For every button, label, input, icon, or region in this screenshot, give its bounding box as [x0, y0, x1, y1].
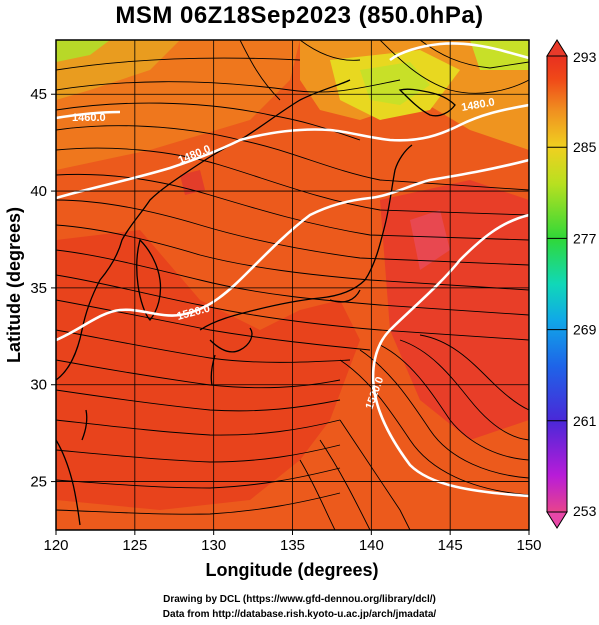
x-tick-label: 125	[122, 537, 147, 554]
colorbar-min-arrow	[546, 511, 568, 529]
x-axis-label: Longitude (degrees)	[205, 560, 378, 580]
longitude-axis: 120 125 130 135 140 145 150	[43, 530, 542, 554]
colorbar-label: 277	[573, 230, 597, 246]
y-axis-label: Latitude (degrees)	[4, 207, 24, 363]
y-tick-label: 30	[30, 377, 47, 394]
y-tick-label: 35	[30, 280, 47, 297]
colorbar-max-arrow	[546, 39, 568, 57]
y-tick-label: 40	[30, 183, 47, 200]
credit-data: Data from http://database.rish.kyoto-u.a…	[162, 609, 437, 620]
x-tick-label: 120	[43, 537, 68, 554]
colorbar-label: 269	[573, 322, 597, 338]
colorbar-label: 261	[573, 413, 597, 429]
latitude-axis: 25 30 35 40 45	[30, 86, 56, 491]
x-tick-label: 150	[516, 537, 541, 554]
coastlines	[56, 79, 456, 526]
x-tick-label: 135	[280, 537, 305, 554]
y-tick-label: 25	[30, 474, 47, 491]
chart-title: MSM 06Z18Sep2023 (850.0hPa)	[115, 2, 484, 29]
x-tick-label: 145	[438, 537, 463, 554]
colorbar-label: 253	[573, 503, 597, 519]
credit-drawing: Drawing by DCL (https://www.gfd-dennou.o…	[163, 594, 436, 605]
contour-label: 1460.0	[72, 112, 106, 124]
colorbar: 293 285 277 269 261 253	[546, 39, 597, 529]
x-tick-label: 140	[359, 537, 384, 554]
grid-lines	[56, 40, 529, 530]
y-tick-label: 45	[30, 86, 47, 103]
colorbar-label: 285	[573, 139, 597, 155]
colorbar-scale	[546, 55, 568, 513]
height-contours	[56, 42, 529, 498]
x-tick-label: 130	[201, 537, 226, 554]
colorbar-label: 293	[573, 49, 597, 65]
contour-label: 1480.0	[460, 96, 495, 114]
